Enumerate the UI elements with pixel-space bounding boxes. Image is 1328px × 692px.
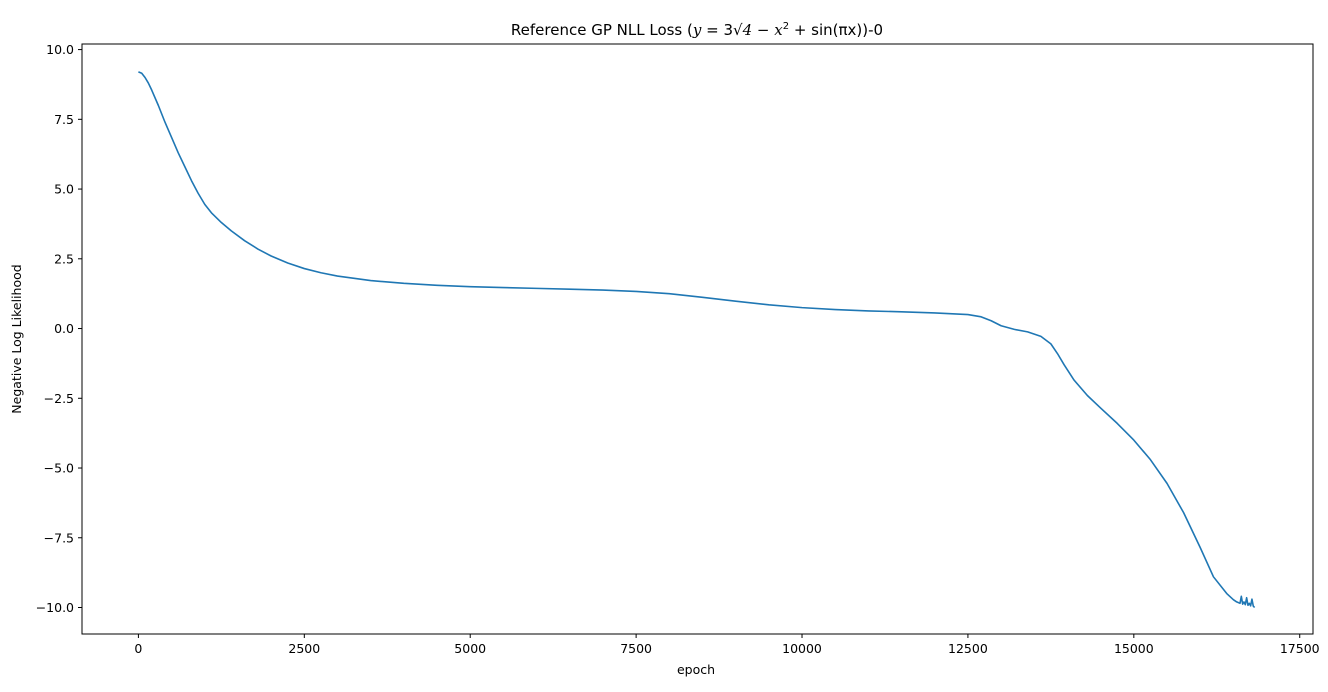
series-line-0 (138, 71, 1256, 609)
title-sqrt-sign: √ (733, 21, 743, 39)
chart-title: Reference GP NLL Loss (y = 3√4 − x2 + si… (511, 21, 883, 39)
plot-area (81, 43, 1314, 635)
x-tick-label: 10000 (782, 641, 822, 656)
y-tick-label: 5.0 (54, 182, 74, 197)
y-tick-label: −5.0 (44, 461, 74, 476)
y-tick-label: 10.0 (46, 42, 74, 57)
x-tick-label: 2500 (288, 641, 320, 656)
title-formula-rest: + sin(πx) (789, 21, 862, 39)
title-formula-eq: = 3 (701, 21, 733, 39)
x-axis-ticks: 0 2500 5000 7500 10000 12500 15000 17500 (134, 634, 1320, 656)
x-tick-label: 0 (134, 641, 142, 656)
title-prefix: Reference GP NLL Loss ( (511, 21, 693, 39)
x-tick-label: 5000 (454, 641, 486, 656)
y-tick-label: −2.5 (44, 391, 74, 406)
x-tick-label: 15000 (1114, 641, 1154, 656)
y-tick-label: 0.0 (54, 321, 74, 336)
y-tick-label: 7.5 (54, 112, 74, 127)
title-formula-y: y (692, 21, 702, 39)
axes-frame (81, 43, 1314, 635)
y-axis-ticks: 10.0 7.5 5.0 2.5 0.0 −2.5 −5.0 −7.5 −10.0 (36, 42, 82, 615)
x-tick-label: 12500 (948, 641, 988, 656)
x-tick-label: 17500 (1280, 641, 1320, 656)
title-formula-radicand: 4 − x (742, 21, 784, 39)
title-suffix: )-0 (862, 21, 883, 39)
title-formula-sup: 2 (783, 21, 789, 32)
y-tick-label: −7.5 (44, 530, 74, 545)
x-tick-label: 7500 (620, 641, 652, 656)
y-tick-label: 2.5 (54, 251, 74, 266)
x-axis-label: epoch (677, 662, 715, 677)
y-axis-label: Negative Log Likelihood (9, 264, 24, 413)
y-tick-label: −10.0 (36, 600, 74, 615)
